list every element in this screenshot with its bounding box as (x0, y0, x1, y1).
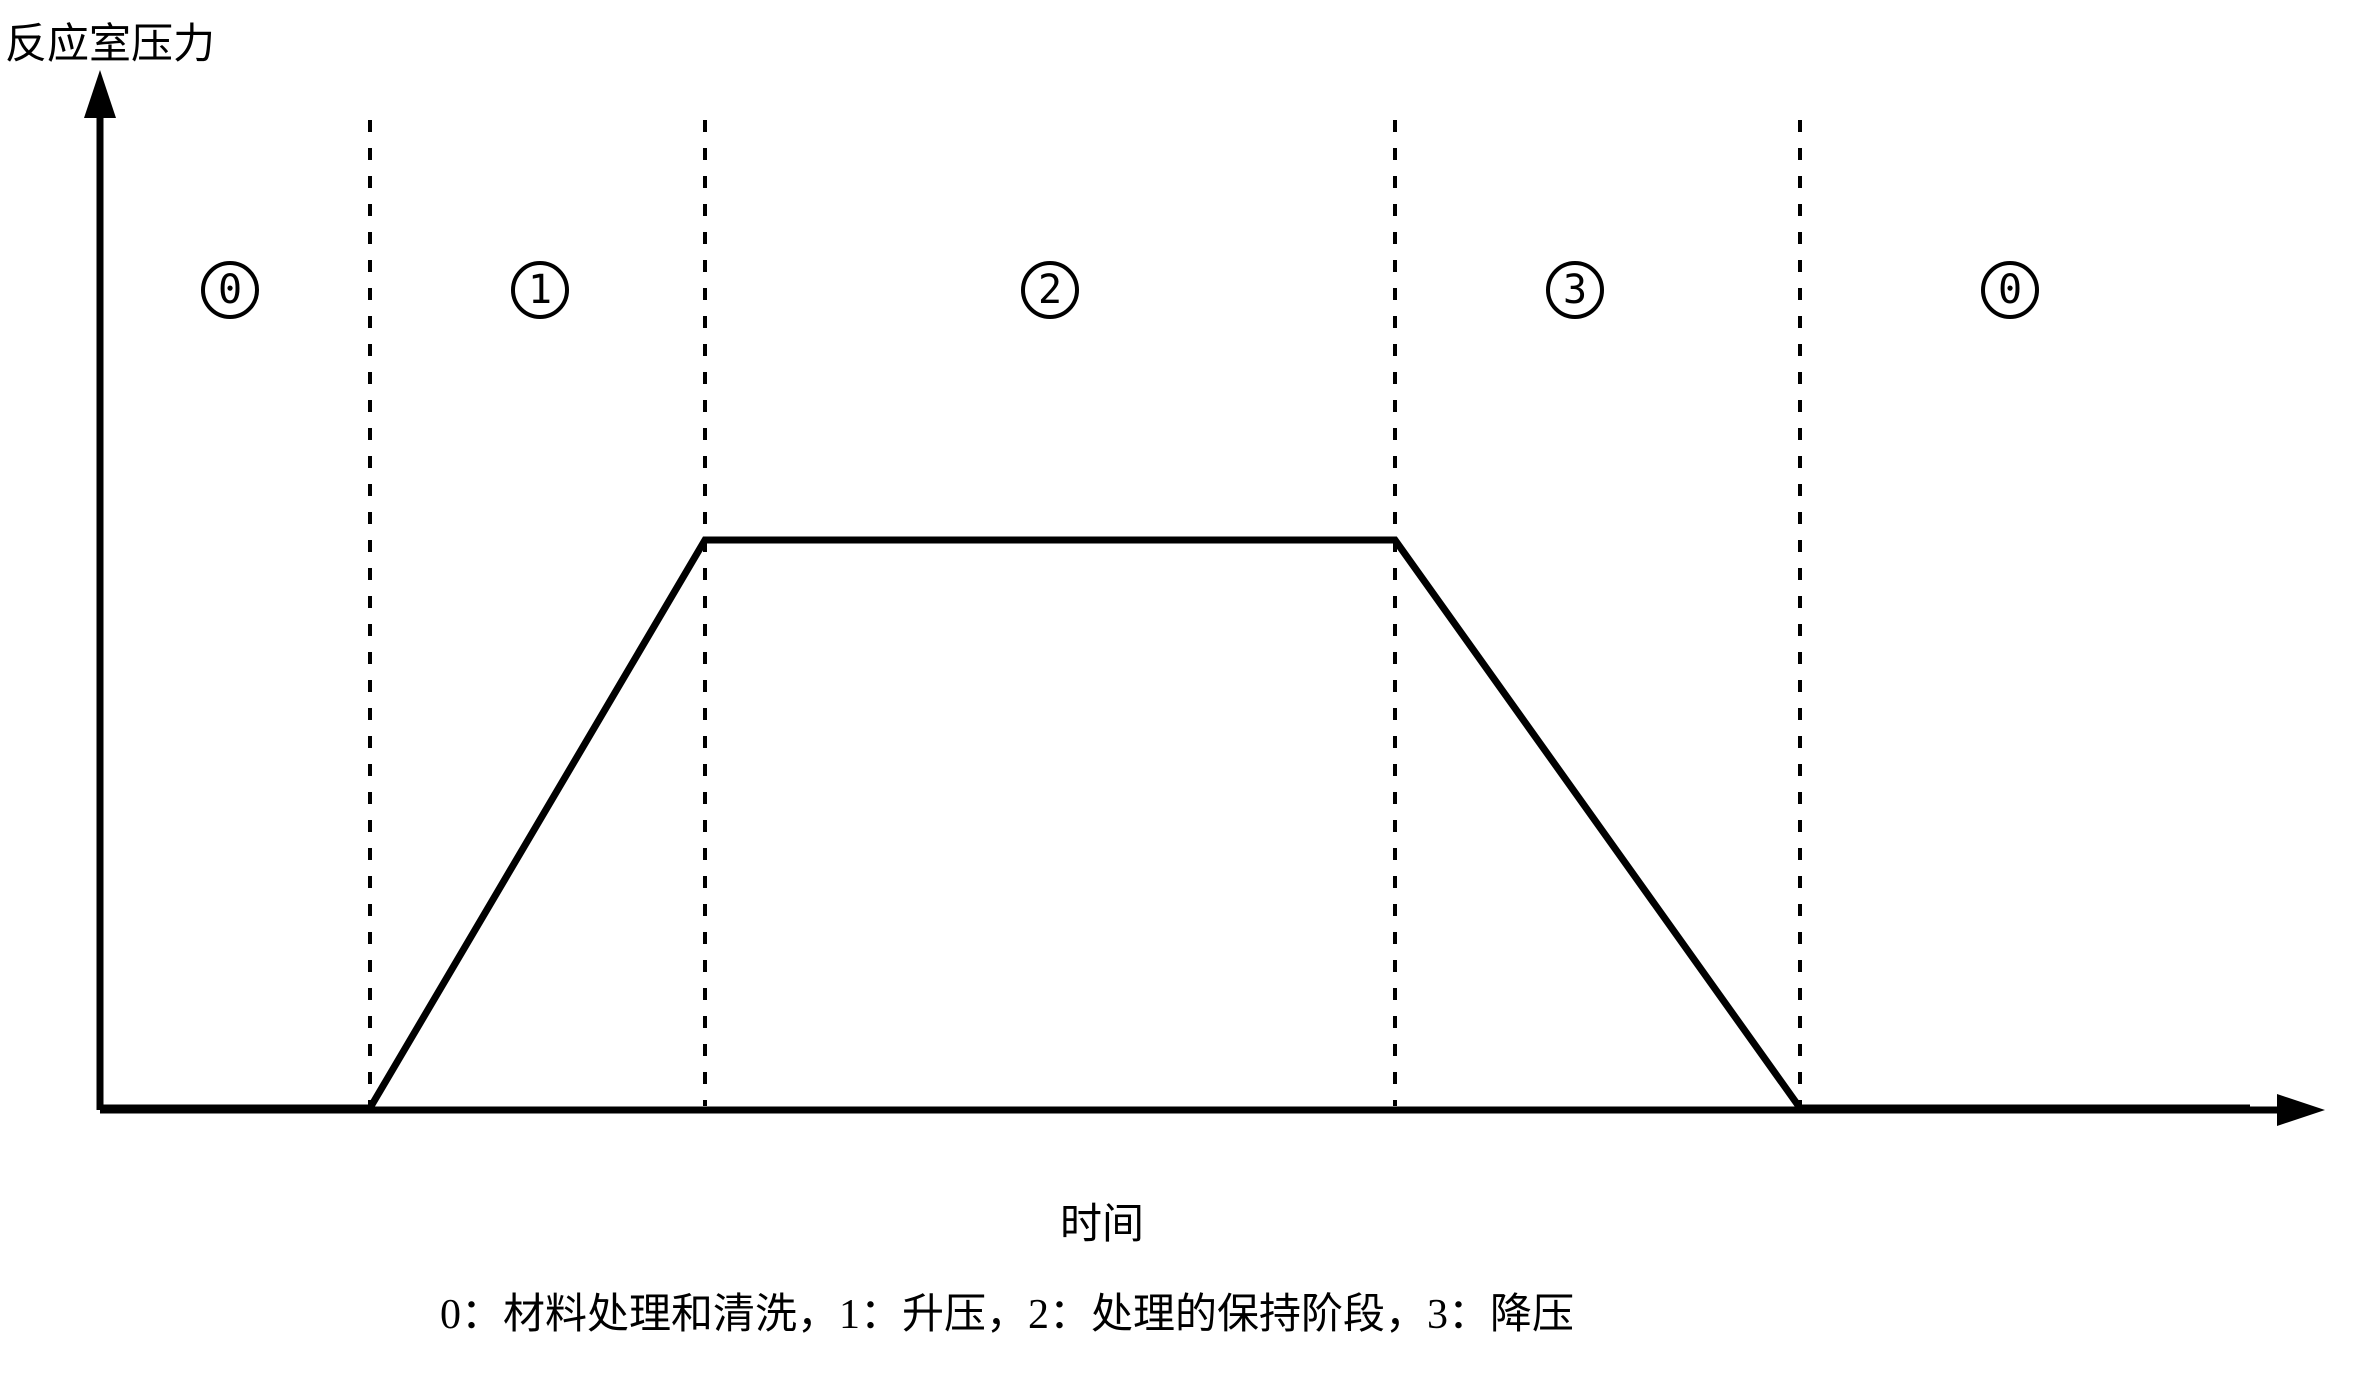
phase-marker-label: 2 (1038, 267, 1062, 313)
x-axis-label: 时间 (1060, 1190, 1144, 1251)
chart-svg (0, 0, 2367, 1380)
phase-marker-label: 0 (1998, 267, 2022, 313)
phase-marker-label: 0 (218, 267, 242, 313)
phase-marker-0: 0 (201, 261, 259, 319)
x-axis-arrowhead-icon (2277, 1094, 2325, 1126)
phase-marker-0b: 0 (1981, 261, 2039, 319)
phase-marker-3: 3 (1546, 261, 1604, 319)
pressure-time-chart: 反应室压力 0 1 2 3 0 时间 0：材料处理和清洗，1：升压，2：处理的保… (0, 0, 2367, 1380)
phase-marker-2: 2 (1021, 261, 1079, 319)
pressure-curve (100, 540, 2250, 1108)
legend-text: 0：材料处理和清洗，1：升压，2：处理的保持阶段，3：降压 (440, 1280, 1574, 1341)
y-axis-arrowhead-icon (84, 70, 116, 118)
phase-marker-1: 1 (511, 261, 569, 319)
phase-marker-label: 3 (1563, 267, 1587, 313)
phase-marker-label: 1 (528, 267, 552, 313)
